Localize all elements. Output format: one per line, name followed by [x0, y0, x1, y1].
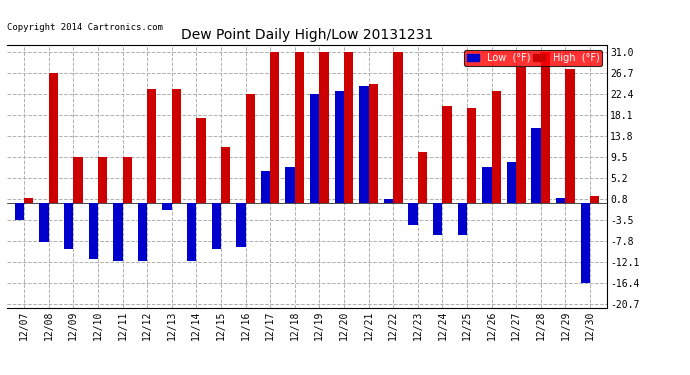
Bar: [261, 171, 270, 203]
Bar: [580, 203, 590, 283]
Bar: [187, 203, 197, 261]
Bar: [295, 52, 304, 203]
Bar: [516, 67, 526, 203]
Bar: [491, 91, 501, 203]
Bar: [147, 89, 157, 203]
Bar: [73, 157, 83, 203]
Bar: [344, 52, 353, 203]
Bar: [541, 52, 550, 203]
Bar: [49, 73, 58, 203]
Bar: [270, 52, 279, 203]
Bar: [14, 203, 24, 220]
Bar: [467, 108, 476, 203]
Legend: Low  (°F), High  (°F): Low (°F), High (°F): [464, 50, 602, 66]
Title: Dew Point Daily High/Low 20131231: Dew Point Daily High/Low 20131231: [181, 28, 433, 42]
Bar: [162, 203, 172, 210]
Bar: [64, 203, 73, 249]
Bar: [221, 147, 230, 203]
Bar: [236, 203, 246, 247]
Bar: [531, 128, 541, 203]
Bar: [286, 166, 295, 203]
Bar: [24, 198, 34, 203]
Bar: [212, 203, 221, 249]
Bar: [359, 86, 368, 203]
Bar: [368, 84, 378, 203]
Bar: [98, 157, 107, 203]
Bar: [319, 52, 328, 203]
Bar: [113, 203, 123, 261]
Bar: [310, 94, 319, 203]
Bar: [123, 157, 132, 203]
Bar: [39, 203, 49, 242]
Bar: [246, 94, 255, 203]
Bar: [408, 203, 417, 225]
Bar: [138, 203, 147, 261]
Bar: [482, 166, 491, 203]
Bar: [442, 106, 452, 203]
Bar: [457, 203, 467, 235]
Bar: [197, 118, 206, 203]
Bar: [417, 152, 427, 203]
Bar: [556, 198, 565, 203]
Text: Copyright 2014 Cartronics.com: Copyright 2014 Cartronics.com: [7, 23, 163, 32]
Bar: [565, 69, 575, 203]
Bar: [393, 52, 402, 203]
Bar: [590, 196, 600, 203]
Bar: [172, 89, 181, 203]
Bar: [507, 162, 516, 203]
Bar: [88, 203, 98, 259]
Bar: [335, 91, 344, 203]
Bar: [384, 199, 393, 203]
Bar: [433, 203, 442, 235]
